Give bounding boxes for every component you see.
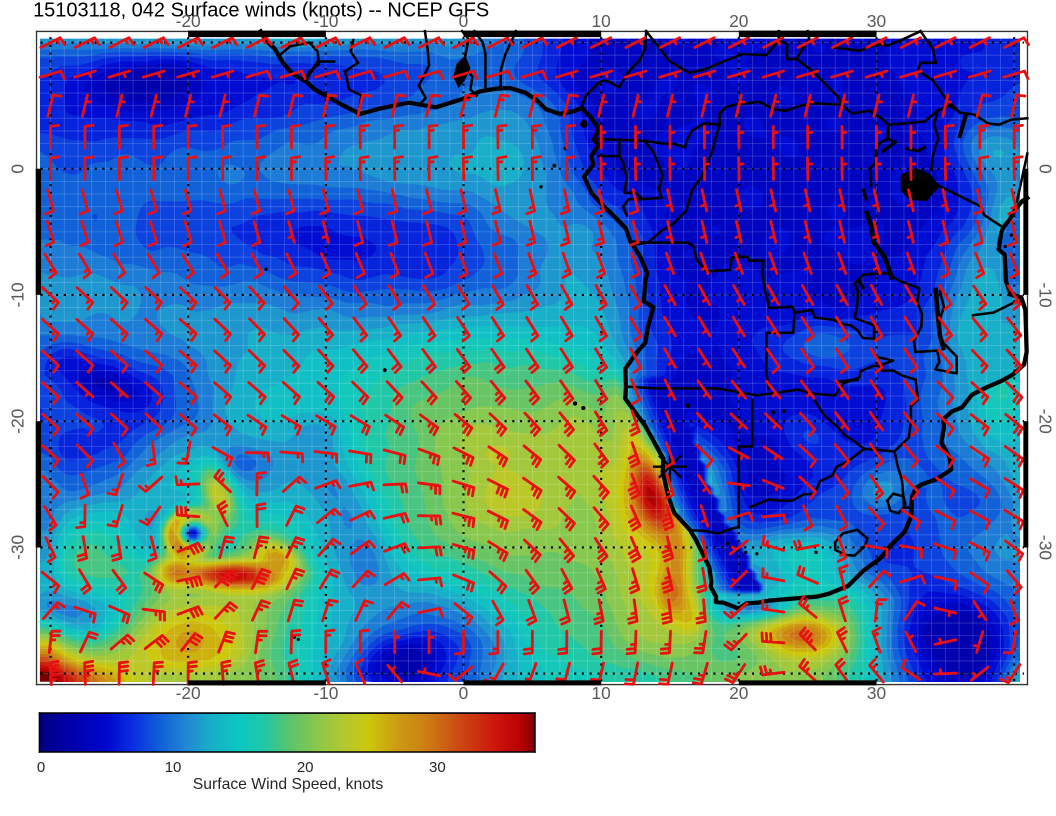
- svg-text:-20: -20: [176, 683, 201, 703]
- svg-text:20: 20: [729, 683, 748, 703]
- svg-text:Surface Wind Speed, knots: Surface Wind Speed, knots: [193, 776, 384, 793]
- svg-text:-10: -10: [7, 282, 27, 307]
- svg-text:30: 30: [867, 11, 886, 31]
- svg-text:0: 0: [7, 164, 27, 174]
- svg-text:10: 10: [592, 683, 611, 703]
- svg-text:-10: -10: [313, 11, 338, 31]
- svg-text:10: 10: [165, 759, 182, 776]
- svg-text:0: 0: [459, 683, 469, 703]
- svg-text:-20: -20: [176, 11, 201, 31]
- svg-text:15103118, 042 Surface winds (k: 15103118, 042 Surface winds (knots) -- N…: [33, 0, 489, 22]
- svg-text:30: 30: [429, 759, 446, 776]
- svg-text:30: 30: [867, 683, 886, 703]
- svg-text:-10: -10: [313, 683, 338, 703]
- svg-text:20: 20: [729, 11, 748, 31]
- svg-text:10: 10: [592, 11, 611, 31]
- svg-text:-10: -10: [1035, 283, 1055, 308]
- svg-text:0: 0: [1035, 164, 1055, 174]
- svg-text:0: 0: [459, 11, 469, 31]
- svg-text:0: 0: [37, 759, 45, 776]
- svg-text:-30: -30: [1035, 535, 1055, 560]
- svg-text:20: 20: [297, 759, 314, 776]
- svg-text:-30: -30: [7, 535, 27, 560]
- svg-text:-20: -20: [7, 409, 27, 434]
- svg-text:-20: -20: [1035, 409, 1055, 434]
